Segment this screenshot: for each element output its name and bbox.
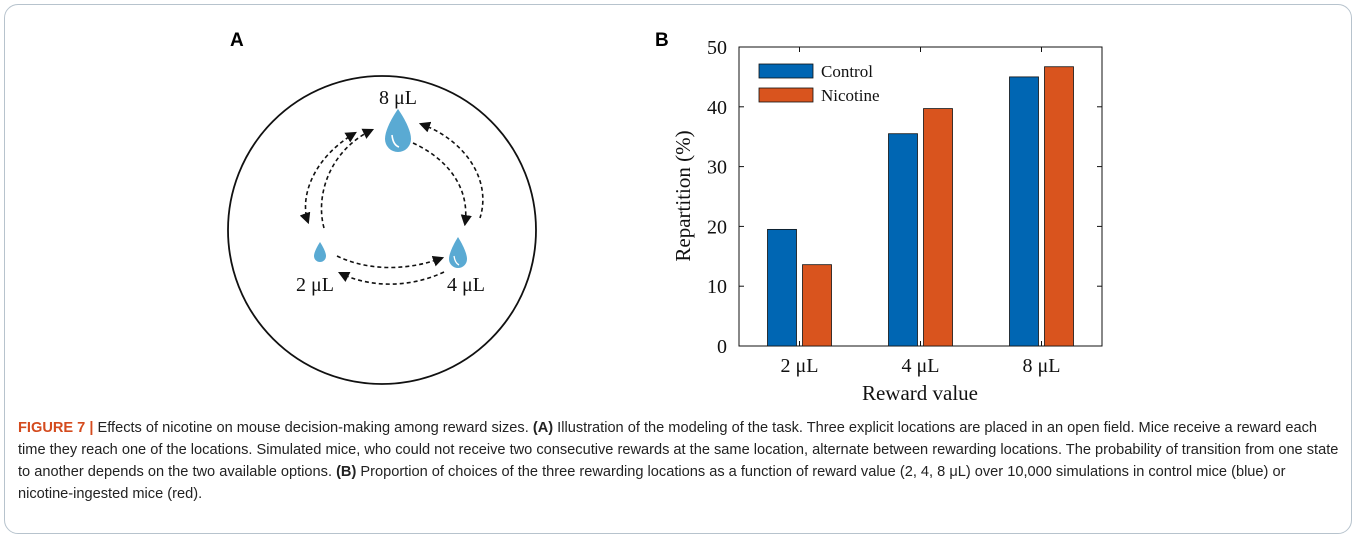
x-tick-label: 4 μL: [902, 355, 940, 377]
drop-4ul-icon: [449, 237, 467, 268]
bar-control: [1009, 76, 1039, 347]
drop-8ul-label: 8 μL: [379, 87, 417, 109]
y-tick-label: 0: [717, 336, 727, 358]
bar-control: [767, 228, 797, 347]
drop-2ul-label: 2 μL: [296, 274, 334, 296]
legend-swatch-control: [758, 63, 814, 79]
caption-intro: Effects of nicotine on mouse decision-ma…: [93, 420, 533, 436]
arrow-8-to-4: [418, 121, 484, 219]
legend-label-nicotine: Nicotine: [821, 86, 880, 105]
bar-control: [888, 133, 918, 347]
figure-caption: FIGURE 7 | Effects of nicotine on mouse …: [18, 417, 1340, 505]
drop-4ul-label: 4 μL: [447, 274, 485, 296]
arrow-4-to-8: [412, 142, 472, 227]
caption-figure-label: FIGURE 7 |: [18, 420, 94, 436]
y-tick-label: 20: [707, 216, 727, 238]
arrow-4-to-2: [337, 271, 445, 285]
panel-b-chart: 0 10 20 30 40 50 2 μL 4 μL 8 μL Reward value Re…: [671, 37, 1103, 405]
bar-nicotine: [1044, 66, 1074, 347]
panel-a-letter: A: [230, 30, 244, 51]
bars-group: [767, 66, 1074, 347]
open-field-circle: [227, 75, 537, 385]
caption-part-b-text: Proportion of choices of the three rewar…: [18, 464, 1286, 502]
legend-swatch-nicotine: [758, 87, 814, 103]
drop-8ul-icon: [385, 109, 411, 152]
caption-part-a-text: Illustration of the modeling of the task…: [18, 420, 1339, 480]
figure-frame: [4, 4, 1352, 534]
y-tick-label: 30: [707, 157, 727, 179]
y-axis-title: Repartition (%): [671, 130, 695, 261]
arrow-8-to-2: [299, 131, 357, 225]
legend: Control Nicotine: [753, 60, 893, 108]
y-tick-label: 40: [707, 97, 727, 119]
y-tick-label: 50: [707, 37, 727, 59]
x-tick-label: 8 μL: [1023, 355, 1061, 377]
bar-nicotine: [802, 264, 832, 347]
x-axis-title: Reward value: [862, 381, 978, 405]
panel-a-diagram: 8 μL 2 μL 4 μL: [227, 75, 537, 385]
arrow-2-to-4: [336, 255, 445, 269]
bar-nicotine: [923, 108, 953, 347]
legend-label-control: Control: [821, 62, 873, 81]
arrow-2-to-8: [320, 128, 375, 229]
x-axis: 2 μL 4 μL 8 μL: [781, 47, 1061, 377]
caption-part-b-label: (B): [336, 464, 357, 480]
x-tick-label: 2 μL: [781, 355, 819, 377]
drop-2ul-icon: [314, 242, 326, 262]
caption-part-a-label: (A): [532, 420, 554, 436]
y-tick-label: 10: [707, 276, 727, 298]
panel-b-letter: B: [655, 30, 669, 51]
y-axis: 0 10 20 30 40 50: [707, 37, 1102, 358]
